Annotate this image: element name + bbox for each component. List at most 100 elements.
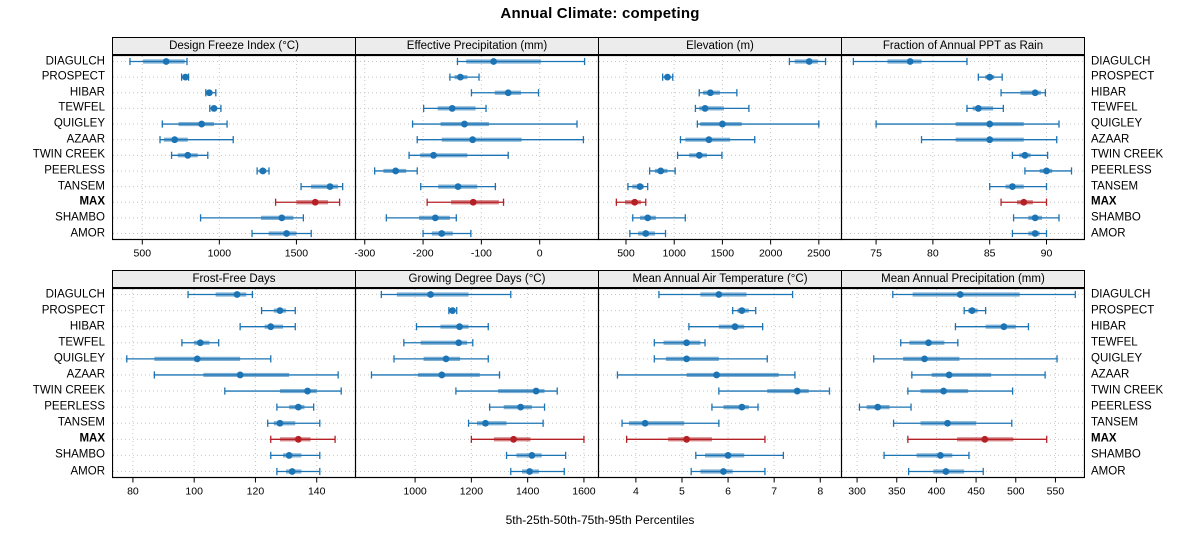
median-dot bbox=[304, 387, 311, 395]
percentile-glyph-hibar bbox=[688, 323, 764, 331]
median-dot bbox=[974, 105, 982, 112]
x-tick-label: 500 bbox=[617, 248, 635, 260]
site-label-prospect: PROSPECT bbox=[41, 304, 105, 317]
median-dot bbox=[644, 214, 652, 222]
percentile-glyph-twin-creek bbox=[170, 151, 209, 159]
x-tick-label: -200 bbox=[413, 248, 434, 260]
panel-col-mean-annual-air-temperature: Mean Annual Air Temperature (°C) 4 5 6 7 8 bbox=[598, 270, 842, 504]
median-dot bbox=[427, 291, 434, 298]
percentile-glyph-azaar bbox=[920, 136, 1058, 144]
x-axis: 80 100 120 140 bbox=[127, 478, 326, 498]
x-tick-label: 6 bbox=[725, 486, 731, 498]
percentile-glyph-amor bbox=[1011, 229, 1048, 238]
percentile-glyph-tansem bbox=[300, 182, 344, 191]
percentile-glyph-azaar bbox=[370, 371, 501, 379]
x-tick-label: 85 bbox=[984, 248, 996, 260]
median-dot bbox=[482, 419, 489, 427]
percentile-glyph-diagulch bbox=[380, 290, 512, 299]
percentile-glyph-shambo bbox=[199, 214, 305, 222]
median-dot bbox=[738, 403, 746, 411]
percentile-glyph-twin-creek bbox=[455, 387, 558, 395]
panel-frost-free-days: 80 100 120 140 bbox=[112, 288, 356, 498]
x-tick-label: -300 bbox=[355, 248, 375, 260]
median-dot bbox=[981, 435, 989, 443]
median-dot bbox=[986, 136, 994, 144]
x-tick-label: 8 bbox=[817, 486, 823, 498]
percentile-glyph-prospect bbox=[732, 306, 757, 315]
median-dot bbox=[276, 307, 284, 314]
median-dot bbox=[724, 452, 732, 459]
percentile-glyph-tewfel bbox=[966, 104, 1004, 113]
median-dot bbox=[184, 151, 192, 159]
median-dot bbox=[631, 198, 639, 206]
x-tick-label: 1000 bbox=[208, 248, 232, 260]
x-tick-label: 90 bbox=[1041, 248, 1053, 260]
median-dot bbox=[683, 355, 690, 363]
median-dot bbox=[793, 387, 801, 395]
percentile-glyph-prospect bbox=[448, 306, 458, 315]
panel-design-freeze-index: 500 1000 1500 bbox=[112, 55, 356, 260]
percentile-glyph-hibar bbox=[1000, 89, 1047, 97]
percentile-glyph-quigley bbox=[696, 120, 820, 128]
median-dot bbox=[657, 167, 665, 175]
panel-col-elevation: Elevation (m) 500 1000 1500 2000 2500 bbox=[598, 37, 842, 266]
x-tick-label: 450 bbox=[967, 486, 985, 498]
median-dot bbox=[636, 183, 644, 190]
median-dot bbox=[695, 151, 703, 159]
site-label-tewfel: TEWFEL bbox=[58, 101, 105, 114]
site-label-amor: AMOR bbox=[1091, 227, 1126, 239]
percentile-glyph-prospect bbox=[180, 73, 190, 81]
percentile-glyph-shambo bbox=[883, 451, 970, 460]
x-tick-label: 2000 bbox=[759, 248, 783, 260]
percentile-glyph-twin-creek bbox=[408, 151, 509, 159]
percentile-glyph-azaar bbox=[679, 136, 756, 144]
percentile-glyph-shambo bbox=[1012, 214, 1060, 222]
median-dot bbox=[1031, 214, 1039, 222]
median-dot bbox=[705, 136, 713, 144]
median-dot bbox=[1021, 151, 1029, 159]
median-dot bbox=[641, 419, 649, 427]
median-dot bbox=[431, 214, 439, 222]
site-label-hibar: HIBAR bbox=[1091, 320, 1127, 333]
percentile-glyph-amor bbox=[629, 229, 667, 238]
site-label-amor: AMOR bbox=[1091, 465, 1126, 477]
percentile-glyph-peerless bbox=[489, 403, 546, 411]
percentile-glyph-quigley bbox=[873, 355, 1058, 363]
median-dot bbox=[944, 419, 951, 427]
percentile-glyph-tewfel bbox=[653, 339, 706, 347]
percentile-glyph-prospect bbox=[449, 73, 480, 81]
median-dot bbox=[642, 230, 650, 237]
site-label-quigley: QUIGLEY bbox=[53, 352, 105, 365]
percentile-glyph-amor bbox=[510, 467, 565, 476]
panel-col-frost-free-days: Frost-Free Days 80 100 120 140 bbox=[112, 270, 356, 504]
median-dot bbox=[438, 371, 446, 379]
percentile-glyph-max bbox=[615, 198, 647, 206]
percentile-glyph-shambo bbox=[385, 214, 457, 222]
x-axis: 75 80 85 90 bbox=[870, 240, 1053, 260]
site-label-hibar: HIBAR bbox=[69, 320, 105, 333]
percentile-glyph-tewfel bbox=[900, 339, 959, 347]
percentile-glyph-azaar bbox=[159, 136, 234, 144]
median-dot bbox=[236, 371, 244, 379]
x-tick-label: 100 bbox=[185, 486, 203, 498]
site-label-tewfel: TEWFEL bbox=[58, 336, 105, 349]
percentile-glyph-max bbox=[270, 435, 336, 443]
x-tick-label: 1600 bbox=[572, 486, 596, 498]
percentile-glyph-azaar bbox=[153, 371, 339, 379]
site-label-amor: AMOR bbox=[70, 227, 106, 239]
x-tick-label: 1500 bbox=[711, 248, 735, 260]
percentile-glyph-prospect bbox=[977, 73, 1003, 81]
median-dot bbox=[205, 89, 213, 97]
median-dot bbox=[198, 120, 206, 128]
x-tick-label: 500 bbox=[134, 248, 152, 260]
x-tick-label: 550 bbox=[1047, 486, 1065, 498]
site-label-twin-creek: TWIN CREEK bbox=[32, 148, 105, 161]
site-label-amor: AMOR bbox=[70, 465, 106, 477]
percentile-glyph-diagulch bbox=[658, 290, 794, 299]
percentile-glyph-hibar bbox=[415, 323, 489, 331]
percentile-glyph-azaar bbox=[416, 136, 585, 144]
percentile-glyph-hibar bbox=[954, 323, 1030, 331]
median-dot bbox=[259, 167, 267, 175]
median-dot bbox=[683, 435, 690, 443]
percentile-glyph-azaar bbox=[911, 371, 1046, 379]
